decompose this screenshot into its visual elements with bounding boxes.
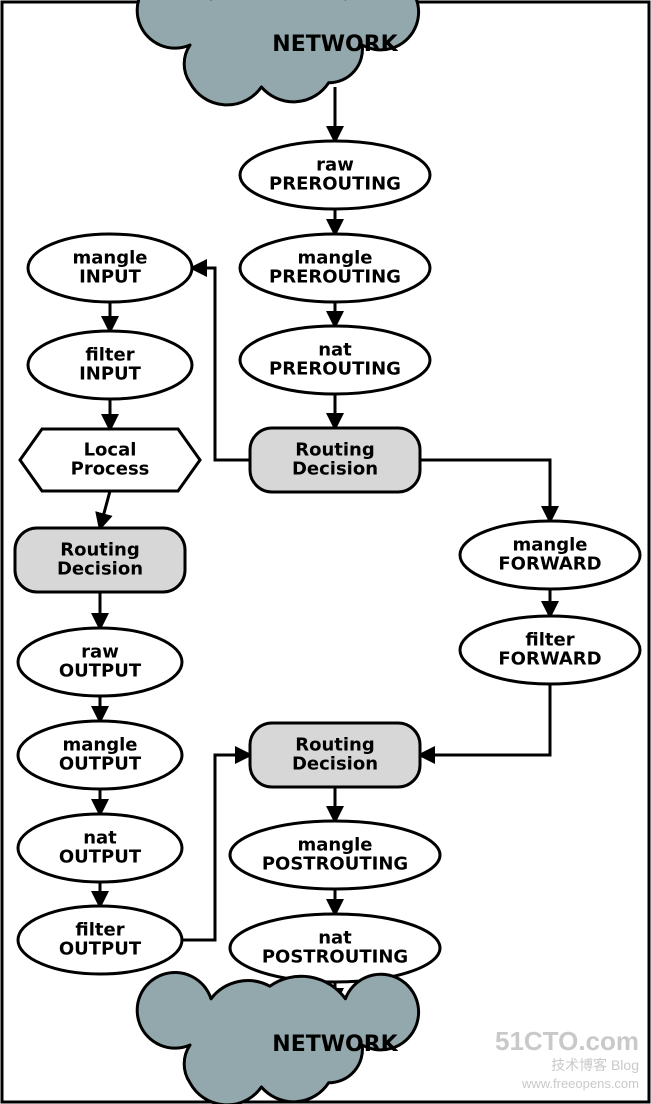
node-mangle_input-label-0: mangle	[73, 248, 148, 269]
node-mangle_fwd-label-1: FORWARD	[498, 553, 601, 574]
node-filter_fwd-label-1: FORWARD	[498, 648, 601, 669]
node-nat_out: natOUTPUT	[18, 814, 182, 882]
node-rd2-label-0: Routing	[60, 540, 140, 561]
node-nat_post: natPOSTROUTING	[230, 914, 440, 982]
watermark-url: www.freeopens.com	[521, 1076, 639, 1091]
node-filter_fwd-label-0: filter	[525, 630, 574, 651]
node-filter_input-label-1: INPUT	[79, 363, 142, 384]
node-mangle_fwd: mangleFORWARD	[460, 521, 640, 589]
node-filter_input: filterINPUT	[28, 331, 192, 399]
node-rd2: RoutingDecision	[15, 528, 185, 592]
node-mangle_input-label-1: INPUT	[79, 266, 142, 287]
node-mangle_out: mangleOUTPUT	[18, 721, 182, 789]
node-local: LocalProcess	[20, 429, 200, 491]
node-rd3-label-0: Routing	[295, 735, 375, 756]
node-nat_out-label-1: OUTPUT	[59, 846, 142, 867]
node-raw_pre: rawPREROUTING	[240, 141, 430, 209]
node-mangle_pre: manglePREROUTING	[240, 234, 430, 302]
node-mangle_input: mangleINPUT	[28, 234, 192, 302]
node-raw_pre-label-0: raw	[316, 155, 354, 176]
node-mangle_pre-label-1: PREROUTING	[269, 266, 401, 287]
node-nat_post-label-1: POSTROUTING	[262, 946, 408, 967]
node-rd3-label-1: Decision	[292, 753, 378, 774]
node-rd3: RoutingDecision	[250, 723, 420, 787]
node-raw_out-label-0: raw	[81, 642, 119, 663]
node-net_bot-label-0: NETWORK	[272, 1032, 398, 1057]
node-mangle_pre-label-0: mangle	[298, 248, 373, 269]
node-rd2-label-1: Decision	[57, 558, 143, 579]
node-local-label-1: Process	[71, 458, 150, 479]
node-rd1: RoutingDecision	[250, 428, 420, 492]
node-mangle_out-label-1: OUTPUT	[59, 753, 142, 774]
node-nat_out-label-0: nat	[83, 828, 117, 849]
node-filter_fwd: filterFORWARD	[460, 616, 640, 684]
node-raw_out-label-1: OUTPUT	[59, 660, 142, 681]
node-filter_out-label-0: filter	[75, 920, 124, 941]
watermark-sub: 技术博客 Blog	[551, 1057, 639, 1073]
node-mangle_post-label-1: POSTROUTING	[262, 853, 408, 874]
node-raw_pre-label-1: PREROUTING	[269, 173, 401, 194]
node-filter_input-label-0: filter	[85, 345, 134, 366]
node-nat_pre-label-0: nat	[318, 340, 352, 361]
node-rd1-label-1: Decision	[292, 458, 378, 479]
node-net_top-label-0: NETWORK	[272, 32, 398, 57]
node-rd1-label-0: Routing	[295, 440, 375, 461]
node-raw_out: rawOUTPUT	[18, 628, 182, 696]
node-mangle_post-label-0: mangle	[298, 835, 373, 856]
watermark-logo: 51CTO.com	[495, 1026, 639, 1056]
node-mangle_out-label-0: mangle	[63, 735, 138, 756]
node-filter_out-label-1: OUTPUT	[59, 938, 142, 959]
node-mangle_fwd-label-0: mangle	[513, 535, 588, 556]
node-local-label-0: Local	[84, 440, 137, 461]
node-mangle_post: manglePOSTROUTING	[230, 821, 440, 889]
node-nat_post-label-0: nat	[318, 928, 352, 949]
node-filter_out: filterOUTPUT	[18, 906, 182, 974]
node-nat_pre: natPREROUTING	[240, 326, 430, 394]
node-nat_pre-label-1: PREROUTING	[269, 358, 401, 379]
